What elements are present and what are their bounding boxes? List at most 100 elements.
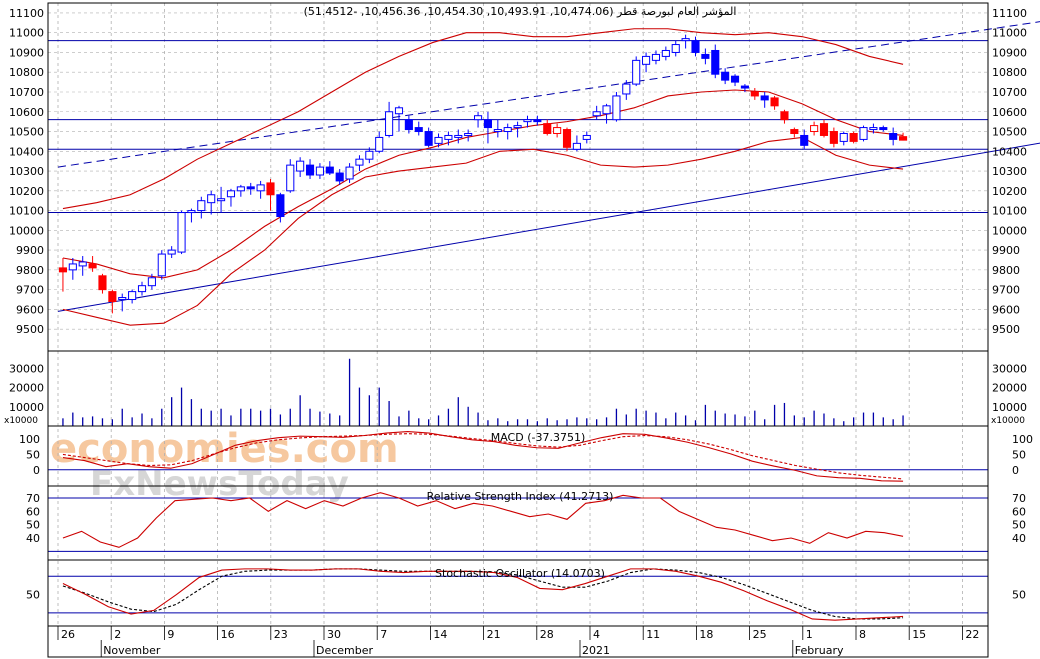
price-tick-right-1: 11000 bbox=[992, 27, 1027, 40]
stochastic-d bbox=[62, 568, 904, 620]
candle-28 bbox=[335, 169, 344, 185]
candle-body bbox=[553, 127, 562, 134]
candle-body bbox=[483, 119, 493, 129]
day-label-3: 16 bbox=[221, 628, 235, 641]
candle-body bbox=[760, 95, 769, 101]
candle-body bbox=[592, 111, 601, 117]
candle-82 bbox=[869, 123, 878, 134]
candle-58 bbox=[632, 56, 641, 87]
candle-body bbox=[365, 150, 374, 160]
candle-body bbox=[315, 166, 324, 176]
rsi-tick-right-0: 70 bbox=[1012, 492, 1026, 505]
price-tick-right-3: 10800 bbox=[992, 66, 1027, 79]
candle-body bbox=[602, 105, 611, 115]
candle-body bbox=[266, 182, 275, 196]
candle-body bbox=[572, 142, 581, 150]
day-label-12: 18 bbox=[699, 628, 713, 641]
candle-body bbox=[819, 123, 829, 136]
candle-body bbox=[256, 184, 265, 192]
candle-body bbox=[167, 249, 176, 255]
candle-body bbox=[345, 166, 354, 180]
macd-panel bbox=[48, 430, 988, 482]
candle-body bbox=[177, 212, 186, 253]
price-tick-left-13: 9800 bbox=[16, 264, 44, 277]
price-tick-left-2: 10900 bbox=[9, 46, 44, 59]
candle-body bbox=[305, 164, 315, 176]
macd-tick-left-1: 50 bbox=[26, 448, 40, 461]
candle-70 bbox=[750, 88, 759, 100]
rsi-tick-left-2: 50 bbox=[26, 519, 40, 532]
candle-body bbox=[444, 134, 453, 140]
candle-body bbox=[108, 291, 117, 302]
candle-body bbox=[651, 53, 661, 61]
macd-line bbox=[62, 430, 904, 482]
rsi-panel bbox=[48, 492, 988, 552]
candle-65 bbox=[701, 48, 710, 65]
candle-9 bbox=[147, 273, 156, 290]
rsi-tick-left-3: 40 bbox=[26, 532, 40, 545]
candle-body bbox=[642, 55, 651, 65]
candle-body bbox=[750, 91, 759, 97]
price-tick-right-0: 11100 bbox=[992, 7, 1027, 20]
candle-23 bbox=[286, 159, 295, 193]
price-tick-left-14: 9700 bbox=[16, 284, 44, 297]
price-tick-left-0: 11100 bbox=[9, 7, 44, 20]
candle-48 bbox=[533, 115, 542, 126]
stochastic-tick-right-0: 50 bbox=[1012, 589, 1026, 602]
candle-15 bbox=[207, 190, 216, 215]
candle-20 bbox=[256, 180, 265, 199]
candle-body bbox=[355, 158, 364, 166]
candle-body bbox=[157, 253, 166, 277]
candle-41 bbox=[464, 129, 473, 142]
candle-body bbox=[118, 297, 127, 301]
candle-59 bbox=[642, 52, 651, 73]
candle-56 bbox=[612, 91, 621, 122]
candle-2 bbox=[78, 256, 87, 276]
day-label-11: 11 bbox=[646, 628, 660, 641]
price-tick-right-4: 10700 bbox=[992, 86, 1027, 99]
candle-body bbox=[721, 71, 730, 81]
candle-body bbox=[147, 277, 156, 287]
candle-57 bbox=[622, 80, 631, 100]
price-tick-left-10: 10100 bbox=[9, 205, 44, 218]
panel-frames bbox=[47, 2, 989, 658]
candle-36 bbox=[414, 121, 423, 136]
day-label-1: 2 bbox=[114, 628, 121, 641]
candle-27 bbox=[325, 161, 334, 175]
price-tick-left-11: 10000 bbox=[9, 224, 44, 237]
chart-title: المؤشر العام لبورصة قطر (10,474.06, 10,4… bbox=[304, 5, 737, 18]
month-label-0: November bbox=[103, 644, 161, 657]
macd-tick-left-2: 0 bbox=[33, 464, 40, 477]
price-tick-right-12: 9900 bbox=[992, 244, 1020, 257]
candle-body bbox=[58, 267, 67, 273]
candle-53 bbox=[582, 131, 591, 144]
candle-79 bbox=[839, 131, 848, 146]
candle-body bbox=[711, 49, 720, 75]
candle-body bbox=[474, 115, 483, 121]
candle-29 bbox=[345, 163, 354, 183]
candle-34 bbox=[394, 105, 404, 132]
candle-38 bbox=[434, 133, 443, 148]
price-tick-right-16: 9500 bbox=[992, 323, 1020, 336]
candle-30 bbox=[355, 155, 364, 172]
day-label-4: 23 bbox=[274, 628, 288, 641]
candle-12 bbox=[177, 210, 186, 255]
price-tick-left-7: 10400 bbox=[9, 145, 44, 158]
candle-body bbox=[780, 111, 789, 121]
trendlines bbox=[57, 21, 1040, 312]
candle-14 bbox=[197, 196, 206, 219]
price-tick-left-9: 10200 bbox=[9, 185, 44, 198]
macd-label: MACD (-37.3751) bbox=[491, 431, 586, 444]
macd-tick-right-1: 50 bbox=[1012, 448, 1026, 461]
price-tick-right-6: 10500 bbox=[992, 126, 1027, 139]
candle-45 bbox=[503, 123, 512, 140]
candle-17 bbox=[226, 188, 236, 207]
stochastic-k bbox=[62, 568, 904, 621]
watermark: economies.com FxNewsToday bbox=[50, 426, 399, 504]
candle-body bbox=[523, 119, 532, 123]
trendline-upper-channel bbox=[57, 21, 1040, 168]
candle-body bbox=[770, 97, 779, 107]
candle-76 bbox=[810, 121, 819, 136]
candle-5 bbox=[108, 289, 117, 314]
candle-body bbox=[78, 261, 87, 267]
